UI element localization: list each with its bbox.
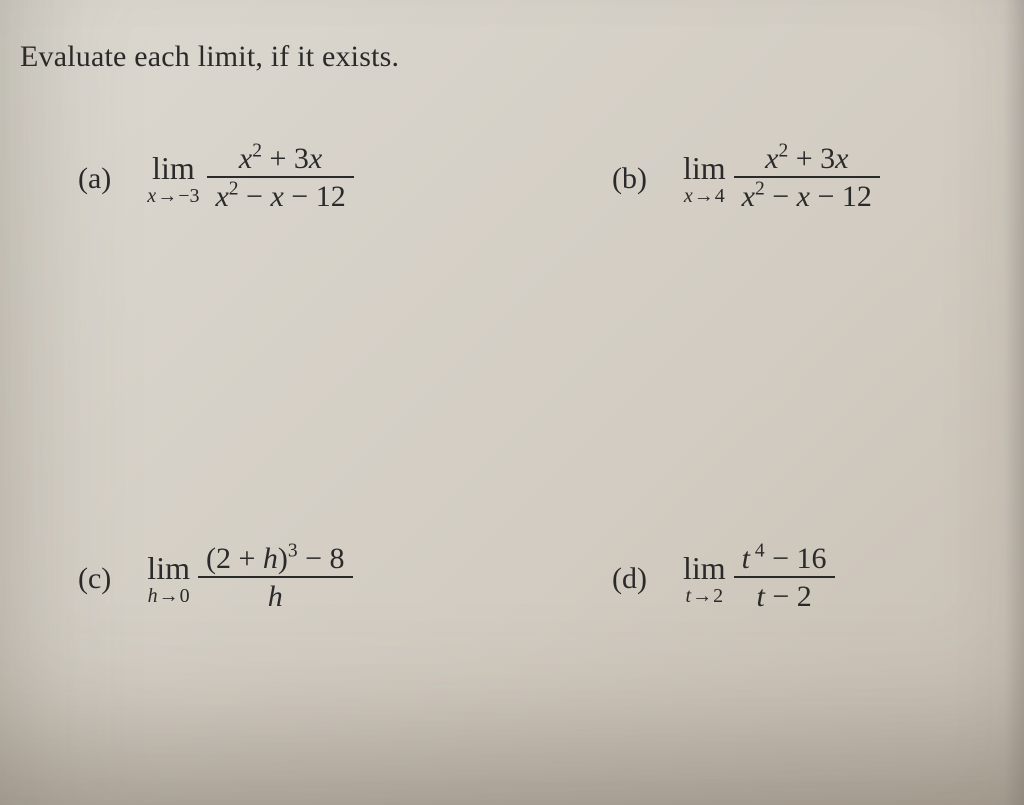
lim-operator: lim x→−3 (147, 152, 199, 206)
limit-expression: lim t→2 t 4 − 16 t − 2 (683, 544, 835, 614)
lim-subscript: x→4 (684, 186, 725, 206)
problem-label: (b) (612, 164, 647, 194)
denominator: h (260, 578, 291, 614)
lim-text: lim (152, 152, 195, 184)
problem-label: (a) (78, 164, 111, 194)
lim-subscript: t→2 (686, 586, 724, 606)
problem-c: (c) lim h→0 (2 + h)3 − 8 h (78, 544, 353, 614)
lim-operator: lim x→4 (683, 152, 726, 206)
denominator: x2 − x − 12 (207, 178, 353, 214)
numerator: t 4 − 16 (734, 544, 835, 576)
numerator: x2 + 3x (757, 144, 856, 176)
limit-expression: lim x→4 x2 + 3x x2 − x − 12 (683, 144, 880, 214)
fraction: x2 + 3x x2 − x − 12 (734, 144, 880, 214)
numerator: x2 + 3x (231, 144, 330, 176)
problem-label: (c) (78, 564, 111, 594)
lim-subscript: x→−3 (147, 186, 199, 206)
lim-text: lim (147, 552, 190, 584)
denominator: t − 2 (748, 578, 819, 614)
fraction: t 4 − 16 t − 2 (734, 544, 835, 614)
problem-d: (d) lim t→2 t 4 − 16 t − 2 (612, 544, 835, 614)
problem-label: (d) (612, 564, 647, 594)
fraction: (2 + h)3 − 8 h (198, 544, 353, 614)
lim-operator: lim h→0 (147, 552, 190, 606)
denominator: x2 − x − 12 (734, 178, 880, 214)
fraction: x2 + 3x x2 − x − 12 (207, 144, 353, 214)
page-right-edge-shadow (1004, 0, 1024, 805)
numerator: (2 + h)3 − 8 (198, 544, 353, 576)
limit-expression: lim h→0 (2 + h)3 − 8 h (147, 544, 352, 614)
problems-grid: (a) lim x→−3 x2 + 3x x2 − x − 12 (b) lim (16, 114, 1000, 754)
worksheet-page: Evaluate each limit, if it exists. (a) l… (0, 0, 1024, 805)
lim-text: lim (683, 552, 726, 584)
limit-expression: lim x→−3 x2 + 3x x2 − x − 12 (147, 144, 353, 214)
instruction-text: Evaluate each limit, if it exists. (20, 40, 1000, 74)
problem-a: (a) lim x→−3 x2 + 3x x2 − x − 12 (78, 144, 354, 214)
problem-b: (b) lim x→4 x2 + 3x x2 − x − 12 (612, 144, 880, 214)
lim-text: lim (683, 152, 726, 184)
lim-operator: lim t→2 (683, 552, 726, 606)
lim-subscript: h→0 (148, 586, 190, 606)
